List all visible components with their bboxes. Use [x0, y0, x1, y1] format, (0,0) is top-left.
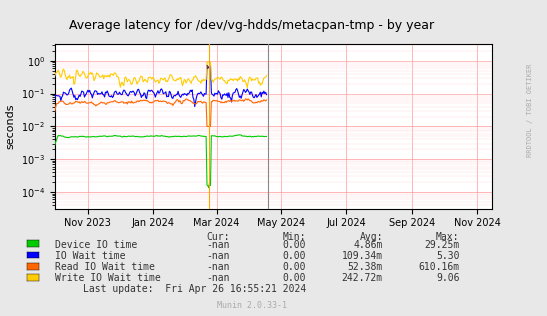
Text: Max:: Max: [436, 232, 459, 242]
Text: Munin 2.0.33-1: Munin 2.0.33-1 [217, 301, 287, 310]
Text: -nan: -nan [206, 251, 230, 261]
Text: IO Wait time: IO Wait time [55, 251, 125, 261]
Text: 52.38m: 52.38m [348, 262, 383, 272]
Text: 0.00: 0.00 [283, 251, 306, 261]
Text: Min:: Min: [283, 232, 306, 242]
Text: 29.25m: 29.25m [424, 240, 459, 250]
Text: 0.00: 0.00 [283, 240, 306, 250]
Text: 0.00: 0.00 [283, 273, 306, 283]
Text: Cur:: Cur: [206, 232, 230, 242]
Text: 5.30: 5.30 [436, 251, 459, 261]
Text: 242.72m: 242.72m [342, 273, 383, 283]
Text: 610.16m: 610.16m [418, 262, 459, 272]
Text: -nan: -nan [206, 240, 230, 250]
Text: 109.34m: 109.34m [342, 251, 383, 261]
Text: RRDTOOL / TOBI OETIKER: RRDTOOL / TOBI OETIKER [527, 64, 533, 157]
Text: Average latency for /dev/vg-hdds/metacpan-tmp - by year: Average latency for /dev/vg-hdds/metacpa… [69, 19, 434, 32]
Text: Avg:: Avg: [359, 232, 383, 242]
Text: 0.00: 0.00 [283, 262, 306, 272]
Text: -nan: -nan [206, 262, 230, 272]
Text: Write IO Wait time: Write IO Wait time [55, 273, 160, 283]
Y-axis label: seconds: seconds [5, 104, 15, 149]
Text: Last update:  Fri Apr 26 16:55:21 2024: Last update: Fri Apr 26 16:55:21 2024 [83, 284, 306, 294]
Text: Device IO time: Device IO time [55, 240, 137, 250]
Text: -nan: -nan [206, 273, 230, 283]
Text: 9.06: 9.06 [436, 273, 459, 283]
Text: 4.86m: 4.86m [353, 240, 383, 250]
Text: Read IO Wait time: Read IO Wait time [55, 262, 155, 272]
